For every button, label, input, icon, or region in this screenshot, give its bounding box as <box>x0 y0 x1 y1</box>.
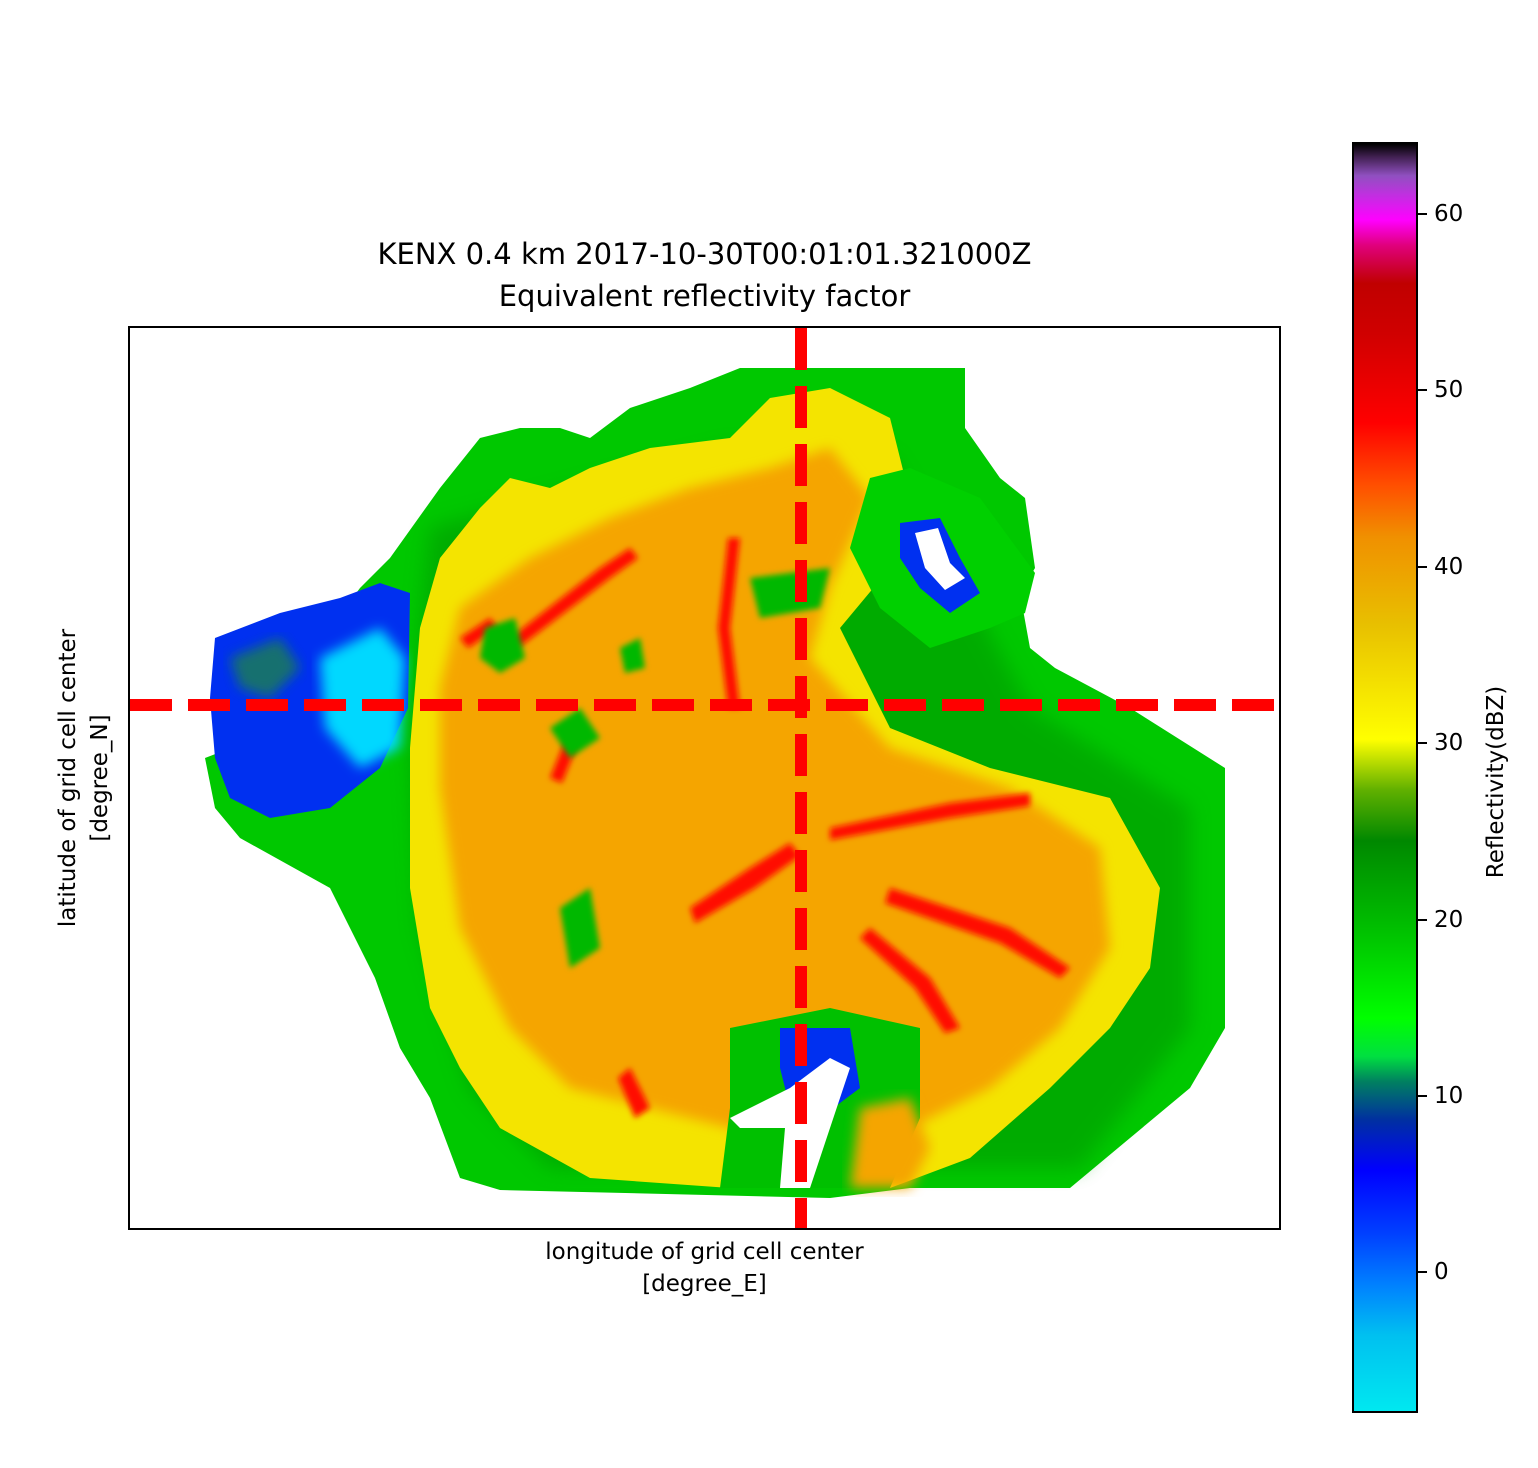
colorbar-tick-50 <box>1418 389 1427 391</box>
colorbar-tick-0 <box>1418 1271 1427 1273</box>
colorbar-tick-20 <box>1418 919 1427 921</box>
colorbar-ticklabel-30: 30 <box>1434 730 1464 756</box>
y-axis-label-line2: [degree_N] <box>87 714 113 842</box>
radar-reflectivity-image <box>130 328 1279 1228</box>
colorbar-tick-60 <box>1418 213 1427 215</box>
colorbar-tick-40 <box>1418 566 1427 568</box>
colorbar-tick-10 <box>1418 1095 1427 1097</box>
echo-red-bands <box>460 538 1070 1118</box>
plot-area <box>128 326 1281 1230</box>
colorbar-ticklabel-10: 10 <box>1434 1083 1464 1109</box>
x-axis-label-line2: [degree_E] <box>642 1271 767 1297</box>
colorbar-ticklabel-40: 40 <box>1434 554 1464 580</box>
echo-orange-body <box>440 448 1110 1148</box>
colorbar-ticklabel-20: 20 <box>1434 907 1464 933</box>
chart-title-line1: KENX 0.4 km 2017-10-30T00:01:01.321000Z <box>377 237 1032 271</box>
y-axis-label-line1: latitude of grid cell center <box>55 628 81 928</box>
colorbar-ticklabel-0: 0 <box>1434 1259 1449 1285</box>
colorbar-tick-30 <box>1418 742 1427 744</box>
colorbar-ticklabel-60: 60 <box>1434 201 1464 227</box>
colorbar-ticklabel-50: 50 <box>1434 377 1464 403</box>
colorbar <box>1352 142 1418 1413</box>
chart-title-line2: Equivalent reflectivity factor <box>498 279 911 313</box>
x-axis-label-line1: longitude of grid cell center <box>545 1239 864 1265</box>
colorbar-gradient <box>1354 144 1416 1411</box>
